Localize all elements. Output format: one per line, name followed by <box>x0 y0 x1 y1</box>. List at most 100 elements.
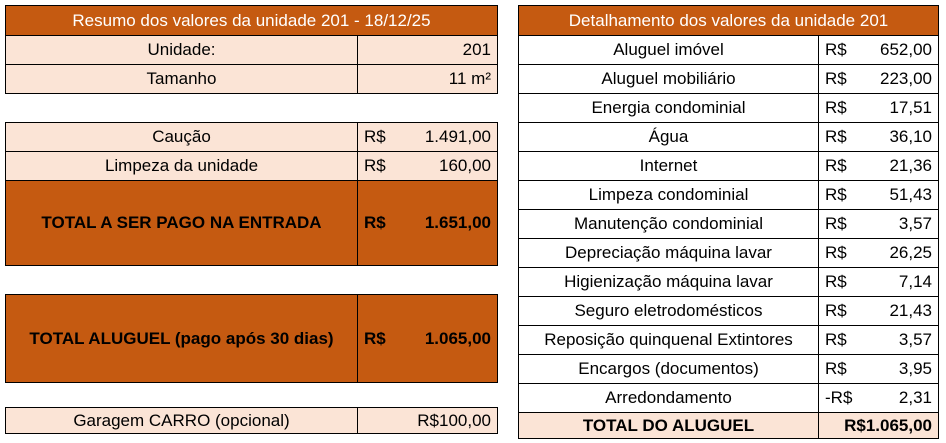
detail-item-label: Água <box>518 122 819 152</box>
detail-item-amount: R$ 3,95 <box>817 354 940 384</box>
tamanho-row: Tamanho 11 m² <box>5 64 498 94</box>
detail-item-row: Limpeza condominial R$ 51,43 <box>518 180 940 210</box>
detail-item-value: 3,57 <box>898 330 933 349</box>
detail-item-value: 21,43 <box>889 301 933 320</box>
detail-item-value: 3,95 <box>898 359 933 378</box>
detail-item-amount: R$ 26,25 <box>817 238 940 268</box>
caucao-label: Caução <box>5 122 358 152</box>
detail-item-row: Reposição quinquenal Extintores R$ 3,57 <box>518 325 940 355</box>
detail-item-value: 7,14 <box>898 272 933 291</box>
detail-total-row: TOTAL DO ALUGUEL R$1.065,00 <box>518 412 940 439</box>
total-entrada-label: TOTAL A SER PAGO NA ENTRADA <box>5 180 358 266</box>
tamanho-value: 11 m² <box>357 64 498 94</box>
limpeza-value: 160,00 <box>439 156 491 175</box>
detail-item-value: 21,36 <box>889 156 933 175</box>
detail-total-value: R$1.065,00 <box>817 412 940 439</box>
detail-item-label: Arredondamento <box>518 383 819 413</box>
caucao-value: 1.491,00 <box>424 127 491 146</box>
detail-item-value: 36,10 <box>889 127 933 146</box>
detail-item-value: 223,00 <box>880 69 933 88</box>
detail-item-row: Aluguel mobiliário R$ 223,00 <box>518 64 940 94</box>
detail-item-row: Aluguel imóvel R$ 652,00 <box>518 35 940 65</box>
detail-item-currency: R$ <box>825 98 847 117</box>
detail-item-currency: R$ <box>825 185 847 204</box>
detail-item-currency: R$ <box>825 156 847 175</box>
caucao-amount: R$ 1.491,00 <box>357 122 498 152</box>
detail-item-amount: R$ 21,36 <box>817 151 940 181</box>
detail-item-currency: R$ <box>825 127 847 146</box>
detail-item-label: Manutenção condominial <box>518 209 819 239</box>
unidade-value: 201 <box>357 35 498 65</box>
detail-item-row: Encargos (documentos) R$ 3,95 <box>518 354 940 384</box>
garagem-value: R$100,00 <box>357 407 498 434</box>
detail-item-value: 3,57 <box>898 214 933 233</box>
summary-header-row: Resumo dos valores da unidade 201 - 18/1… <box>5 5 498 36</box>
detail-item-amount: R$ 36,10 <box>817 122 940 152</box>
limpeza-amount: R$ 160,00 <box>357 151 498 181</box>
detail-item-label: Higienização máquina lavar <box>518 267 819 297</box>
spacer-row <box>5 93 498 123</box>
detail-header-row: Detalhamento dos valores da unidade 201 <box>517 5 940 36</box>
limpeza-currency: R$ <box>364 156 386 175</box>
detail-item-label: Internet <box>518 151 819 181</box>
detail-item-amount: R$ 3,57 <box>817 325 940 355</box>
detail-item-amount: -R$ 2,31 <box>817 383 940 413</box>
detail-item-amount: R$ 652,00 <box>817 35 940 65</box>
detail-item-row: Manutenção condominial R$ 3,57 <box>518 209 940 239</box>
detail-header: Detalhamento dos valores da unidade 201 <box>517 5 940 36</box>
limpeza-label: Limpeza da unidade <box>5 151 358 181</box>
detail-item-label: Limpeza condominial <box>518 180 819 210</box>
unidade-row: Unidade: 201 <box>5 35 498 65</box>
total-aluguel-amount: R$ 1.065,00 <box>357 294 498 383</box>
limpeza-row: Limpeza da unidade R$ 160,00 <box>5 151 498 181</box>
detail-item-label: Reposição quinquenal Extintores <box>518 325 819 355</box>
detail-item-value: 2,31 <box>898 388 933 407</box>
detail-total-label: TOTAL DO ALUGUEL <box>518 412 819 439</box>
detail-item-label: Aluguel imóvel <box>518 35 819 65</box>
detail-item-label: Depreciação máquina lavar <box>518 238 819 268</box>
detail-item-currency: R$ <box>825 40 847 59</box>
unidade-label: Unidade: <box>5 35 358 65</box>
garagem-row: Garagem CARRO (opcional) R$100,00 <box>5 407 498 434</box>
summary-header: Resumo dos valores da unidade 201 - 18/1… <box>5 5 498 36</box>
tamanho-label: Tamanho <box>5 64 358 94</box>
detail-item-row: Água R$ 36,10 <box>518 122 940 152</box>
detail-item-value: 26,25 <box>889 243 933 262</box>
spacer-row <box>5 265 498 295</box>
detail-item-currency: -R$ <box>825 388 853 407</box>
total-entrada-currency: R$ <box>364 213 386 232</box>
detail-item-row: Depreciação máquina lavar R$ 26,25 <box>518 238 940 268</box>
spacer-row <box>5 382 498 408</box>
summary-table: Resumo dos valores da unidade 201 - 18/1… <box>5 5 498 434</box>
detail-item-value: 51,43 <box>889 185 933 204</box>
detail-item-row: Higienização máquina lavar R$ 7,14 <box>518 267 940 297</box>
total-aluguel-value: 1.065,00 <box>424 328 491 348</box>
detail-item-currency: R$ <box>825 301 847 320</box>
detail-item-row: Seguro eletrodomésticos R$ 21,43 <box>518 296 940 326</box>
total-entrada-amount: R$ 1.651,00 <box>357 180 498 266</box>
detail-item-amount: R$ 17,51 <box>817 93 940 123</box>
total-aluguel-label: TOTAL ALUGUEL (pago após 30 dias) <box>5 294 358 383</box>
detail-item-label: Seguro eletrodomésticos <box>518 296 819 326</box>
detail-item-amount: R$ 51,43 <box>817 180 940 210</box>
detail-item-label: Energia condominial <box>518 93 819 123</box>
detail-item-label: Aluguel mobiliário <box>518 64 819 94</box>
detail-item-label: Encargos (documentos) <box>518 354 819 384</box>
detail-item-row: Internet R$ 21,36 <box>518 151 940 181</box>
total-aluguel-currency: R$ <box>364 328 386 348</box>
garagem-label: Garagem CARRO (opcional) <box>5 407 358 434</box>
detail-table: Detalhamento dos valores da unidade 201 … <box>517 5 940 439</box>
detail-item-value: 652,00 <box>880 40 933 59</box>
total-aluguel-row: TOTAL ALUGUEL (pago após 30 dias) R$ 1.06… <box>5 294 498 383</box>
detail-item-currency: R$ <box>825 330 847 349</box>
detail-item-amount: R$ 223,00 <box>817 64 940 94</box>
caucao-currency: R$ <box>364 127 386 146</box>
detail-item-row: Energia condominial R$ 17,51 <box>518 93 940 123</box>
detail-item-value: 17,51 <box>889 98 933 117</box>
detail-item-currency: R$ <box>825 214 847 233</box>
detail-item-amount: R$ 21,43 <box>817 296 940 326</box>
detail-item-amount: R$ 7,14 <box>817 267 940 297</box>
detail-item-amount: R$ 3,57 <box>817 209 940 239</box>
detail-item-currency: R$ <box>825 69 847 88</box>
detail-item-currency: R$ <box>825 243 847 262</box>
